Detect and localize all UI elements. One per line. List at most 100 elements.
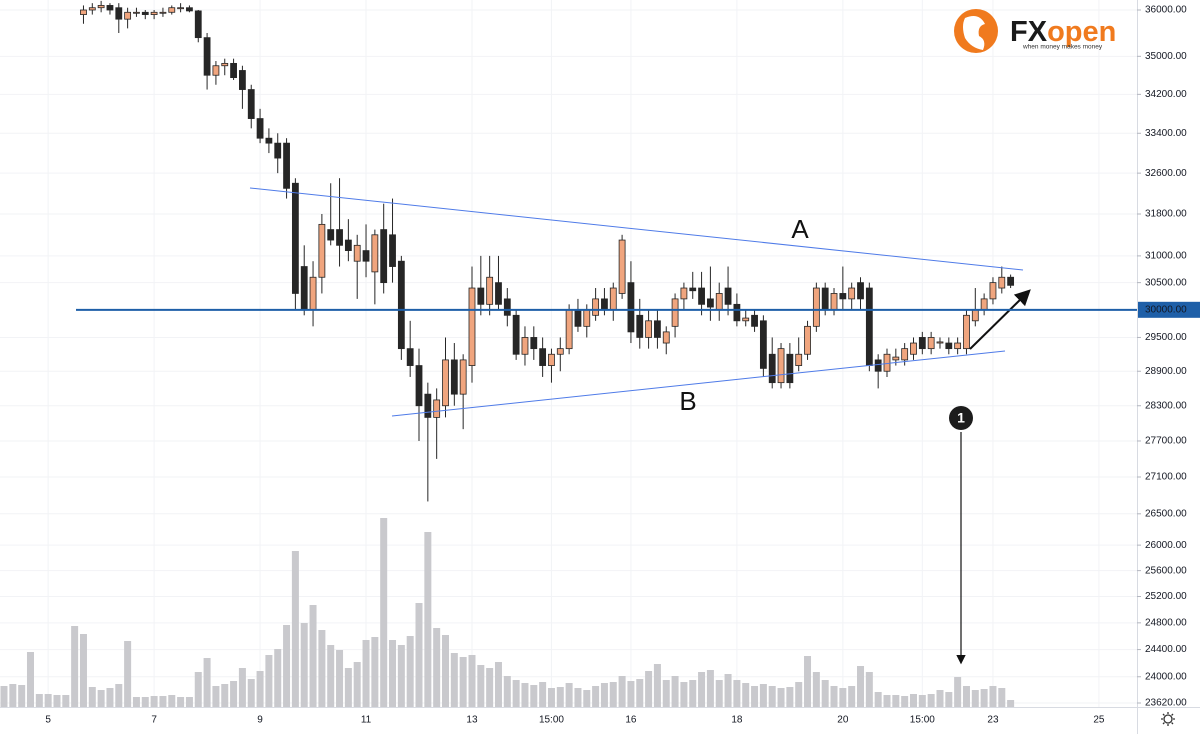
volume-bar — [503, 676, 511, 707]
volume-bar — [177, 697, 185, 707]
volume-bar — [742, 683, 750, 707]
candle-body — [424, 393, 432, 418]
volume-bar — [874, 692, 882, 707]
candle-body — [574, 309, 582, 327]
candle-body — [980, 298, 988, 311]
volume-bar — [221, 684, 229, 707]
candle-body — [998, 276, 1006, 289]
volume-bar — [574, 688, 582, 707]
candle-body — [751, 314, 758, 327]
y-tick-label: 27700.00 — [1145, 436, 1187, 447]
candle-body — [583, 309, 591, 327]
candle-body — [707, 298, 714, 308]
candle-body — [945, 342, 953, 350]
x-tick-label: 5 — [45, 715, 51, 726]
volume-bar — [274, 649, 282, 707]
volume-bar — [909, 694, 917, 707]
grid — [0, 0, 1137, 707]
y-tick-label: 29500.00 — [1145, 332, 1187, 343]
volume-bar — [724, 674, 732, 707]
candle-body — [742, 317, 750, 322]
candle-body — [203, 37, 211, 76]
candle-body — [759, 320, 767, 369]
volume-bar — [318, 630, 326, 707]
volume-bar — [35, 694, 43, 707]
volume-bar — [415, 603, 423, 707]
volume-bar — [857, 666, 865, 707]
x-tick-label: 15:00 — [910, 715, 935, 726]
volume-bar — [362, 640, 370, 707]
volume-bar — [397, 645, 405, 707]
volume-bar — [927, 694, 935, 707]
y-tick-label: 31800.00 — [1145, 209, 1187, 220]
logo-dragon — [963, 16, 985, 50]
candle-body — [786, 353, 794, 384]
candle-body — [274, 142, 282, 159]
volume-bar — [706, 670, 714, 707]
candle-body — [548, 353, 555, 366]
volume-bar — [583, 690, 591, 707]
volume-bar — [804, 656, 812, 707]
candle-body — [918, 337, 926, 350]
volume-bar — [662, 680, 670, 707]
x-tick-label: 9 — [257, 715, 263, 726]
x-tick-label: 15:00 — [539, 715, 564, 726]
volume-bar — [971, 690, 979, 707]
volume-bar — [848, 686, 856, 707]
logo: FXopen when money makes money — [954, 9, 1116, 53]
y-tick-label: 28900.00 — [1145, 366, 1187, 377]
volume-bar — [592, 686, 600, 707]
volume-bar — [954, 677, 962, 707]
volume-bar — [477, 665, 485, 707]
volume-bar — [159, 696, 167, 707]
volume-bar — [344, 668, 352, 707]
volume-bar — [459, 657, 467, 707]
volume-bar — [830, 686, 838, 707]
candle-body — [239, 70, 246, 90]
candle-body — [459, 359, 467, 395]
settings-icon[interactable] — [1161, 712, 1175, 726]
candle-body — [397, 260, 405, 350]
candle-body — [1007, 276, 1015, 286]
candle-body — [830, 293, 838, 311]
candle-body — [565, 309, 573, 350]
x-tick-label: 18 — [731, 715, 743, 726]
logo-fx: FX — [1010, 16, 1048, 48]
x-tick-label: 25 — [1093, 715, 1105, 726]
volume-bar — [759, 684, 767, 707]
candle-body — [927, 337, 935, 350]
candle-body — [415, 365, 423, 407]
y-tick-label: 24400.00 — [1145, 644, 1187, 655]
volume-bar — [300, 623, 308, 707]
candle-body — [133, 11, 140, 14]
candle-body — [662, 331, 670, 344]
volume-bar — [424, 532, 432, 707]
y-tick-label: 27100.00 — [1145, 472, 1187, 483]
volume-bar — [141, 697, 149, 707]
candle-body — [654, 320, 661, 338]
trend-arrow — [969, 289, 1031, 350]
volume-bar — [839, 688, 847, 707]
volume-bar — [892, 695, 900, 707]
volume-bar — [645, 671, 653, 707]
candle-body — [477, 287, 485, 305]
volume-bar — [698, 672, 706, 707]
volume-bar — [636, 679, 644, 707]
candle-body — [812, 287, 820, 327]
candle-body — [874, 359, 882, 372]
candle-body — [256, 118, 264, 139]
y-tick-label: 32600.00 — [1145, 168, 1187, 179]
candle-body — [777, 348, 785, 384]
volume-bar — [26, 652, 34, 707]
candle-body — [327, 229, 335, 241]
volume-bar — [883, 695, 891, 707]
y-tick-label: 26500.00 — [1145, 508, 1187, 519]
candle-body — [733, 303, 741, 322]
volume-bar — [901, 696, 909, 707]
label-a: A — [791, 214, 809, 244]
candle-body — [159, 11, 167, 14]
volume-bar — [44, 694, 52, 707]
candle-body — [963, 314, 970, 350]
volume-bar — [680, 682, 688, 707]
